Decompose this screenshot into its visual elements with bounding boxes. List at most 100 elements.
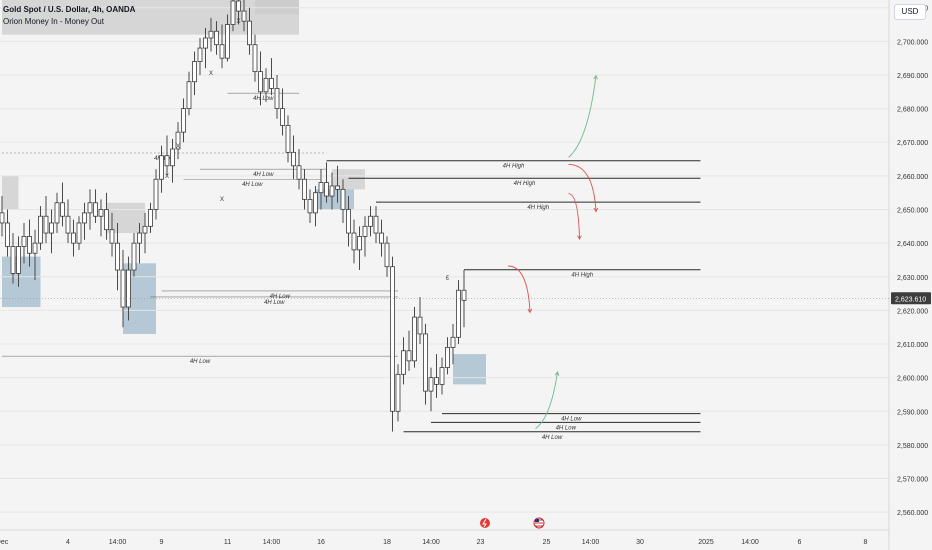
candle [115, 242, 120, 271]
candle [351, 232, 357, 251]
price-tick-label: 2,640.000 [897, 241, 928, 248]
candle [10, 246, 16, 274]
price-tick-label: 2,700.000 [897, 39, 928, 46]
price-tick-label: 2,600.000 [897, 376, 928, 383]
time-tick-label: 14:00 [109, 539, 127, 546]
level-label: 4H Low [154, 156, 175, 162]
candle [401, 350, 406, 375]
candle [285, 125, 291, 153]
time-tick-label: 9 [160, 539, 164, 546]
candle [456, 289, 461, 338]
arrow-head [527, 308, 533, 314]
currency-button[interactable]: USD [894, 4, 926, 20]
chart-annotation: X [236, 19, 240, 25]
candle [54, 202, 60, 224]
time-axis[interactable]: Dec 4 14:00 9 11 14:00 16 18 14:00 23 25 14:00 30 202… [0, 529, 889, 546]
economic-event-icon[interactable] [480, 518, 490, 528]
candle [302, 178, 307, 200]
last-price-tag [891, 292, 931, 305]
price-tick-label: 2,560.000 [897, 510, 928, 517]
level-label: 4H Low [556, 425, 577, 431]
lightning-glyph [482, 518, 487, 528]
candle [192, 61, 197, 83]
price-gridlines [0, 7, 889, 513]
price-tick-label: 2,670.000 [897, 140, 928, 147]
candle [247, 20, 252, 46]
supply-zone [332, 169, 365, 190]
candle [60, 202, 65, 217]
candle [76, 222, 82, 244]
candle [318, 182, 324, 194]
chart-annotation: X [220, 197, 224, 203]
candle [439, 367, 445, 385]
candle [230, 0, 236, 25]
candle [461, 289, 467, 301]
projection-arrow [507, 265, 531, 313]
chart-annotation: X [209, 71, 213, 77]
demand-zone [2, 256, 41, 308]
candle [120, 269, 126, 308]
candle [159, 155, 164, 180]
annotations: X X X X X £ [165, 19, 450, 282]
candle [313, 192, 318, 214]
candle [280, 108, 285, 126]
last-price-label: 2,623.610 [895, 296, 926, 303]
time-tick-label: 25 [543, 539, 551, 546]
candle [219, 44, 225, 59]
arrow-head [593, 207, 599, 213]
demand-zone [453, 354, 486, 385]
candle [49, 222, 54, 234]
candle [98, 209, 104, 217]
candle [109, 229, 115, 244]
candle [142, 225, 148, 234]
price-tick-label: 2,690.000 [897, 73, 928, 80]
supply-zone [2, 175, 19, 210]
candle [335, 185, 340, 190]
candle [417, 316, 423, 335]
time-tick-label: 2025 [698, 539, 714, 546]
symbol-title[interactable]: Gold Spot / U.S. Dollar, 4h, OANDA [3, 5, 136, 14]
candle [395, 373, 401, 412]
candle [241, 10, 247, 22]
candle [16, 246, 21, 274]
candle [181, 108, 186, 133]
candle [126, 269, 131, 308]
price-tick-label: 2,570.000 [897, 477, 928, 484]
time-tick-label: 23 [477, 539, 485, 546]
time-tick-label: 14:00 [422, 539, 440, 546]
candle [148, 209, 153, 227]
candle [307, 199, 313, 214]
projection-arrow [535, 371, 558, 430]
arrow-head [577, 235, 582, 241]
candle [203, 37, 208, 49]
candle [0, 212, 5, 224]
candle [236, 0, 241, 12]
candle [93, 202, 98, 217]
time-tick-label: 14:00 [263, 539, 281, 546]
candle [291, 151, 296, 167]
time-tick-label: 11 [224, 539, 231, 546]
price-axis-bg [889, 0, 932, 550]
candle [384, 242, 390, 268]
level-label: 4H Low [264, 300, 285, 306]
candle [296, 165, 302, 180]
price-tick-label: 2,650.000 [897, 208, 928, 215]
level-label: 4H Low [253, 172, 274, 178]
price-tick-label: 2,630.000 [897, 275, 928, 282]
candle [175, 131, 181, 150]
price-tick-label: 2,680.000 [897, 107, 928, 114]
time-tick-label: 6 [798, 539, 802, 546]
chart-annotation: X [165, 174, 169, 180]
candle [71, 232, 76, 244]
level-label: 4H High [527, 205, 549, 211]
projection-arrow [568, 75, 597, 158]
indicator-label[interactable]: Orion Money In - Money Out [3, 17, 104, 26]
level-label: 4H Low [253, 96, 274, 102]
candle [208, 30, 214, 39]
price-tick-label: 2,660.000 [897, 174, 928, 181]
event-markers[interactable] [480, 517, 545, 529]
level-label: 4H Low [242, 182, 263, 188]
price-tick-label: 2,590.000 [897, 409, 928, 416]
